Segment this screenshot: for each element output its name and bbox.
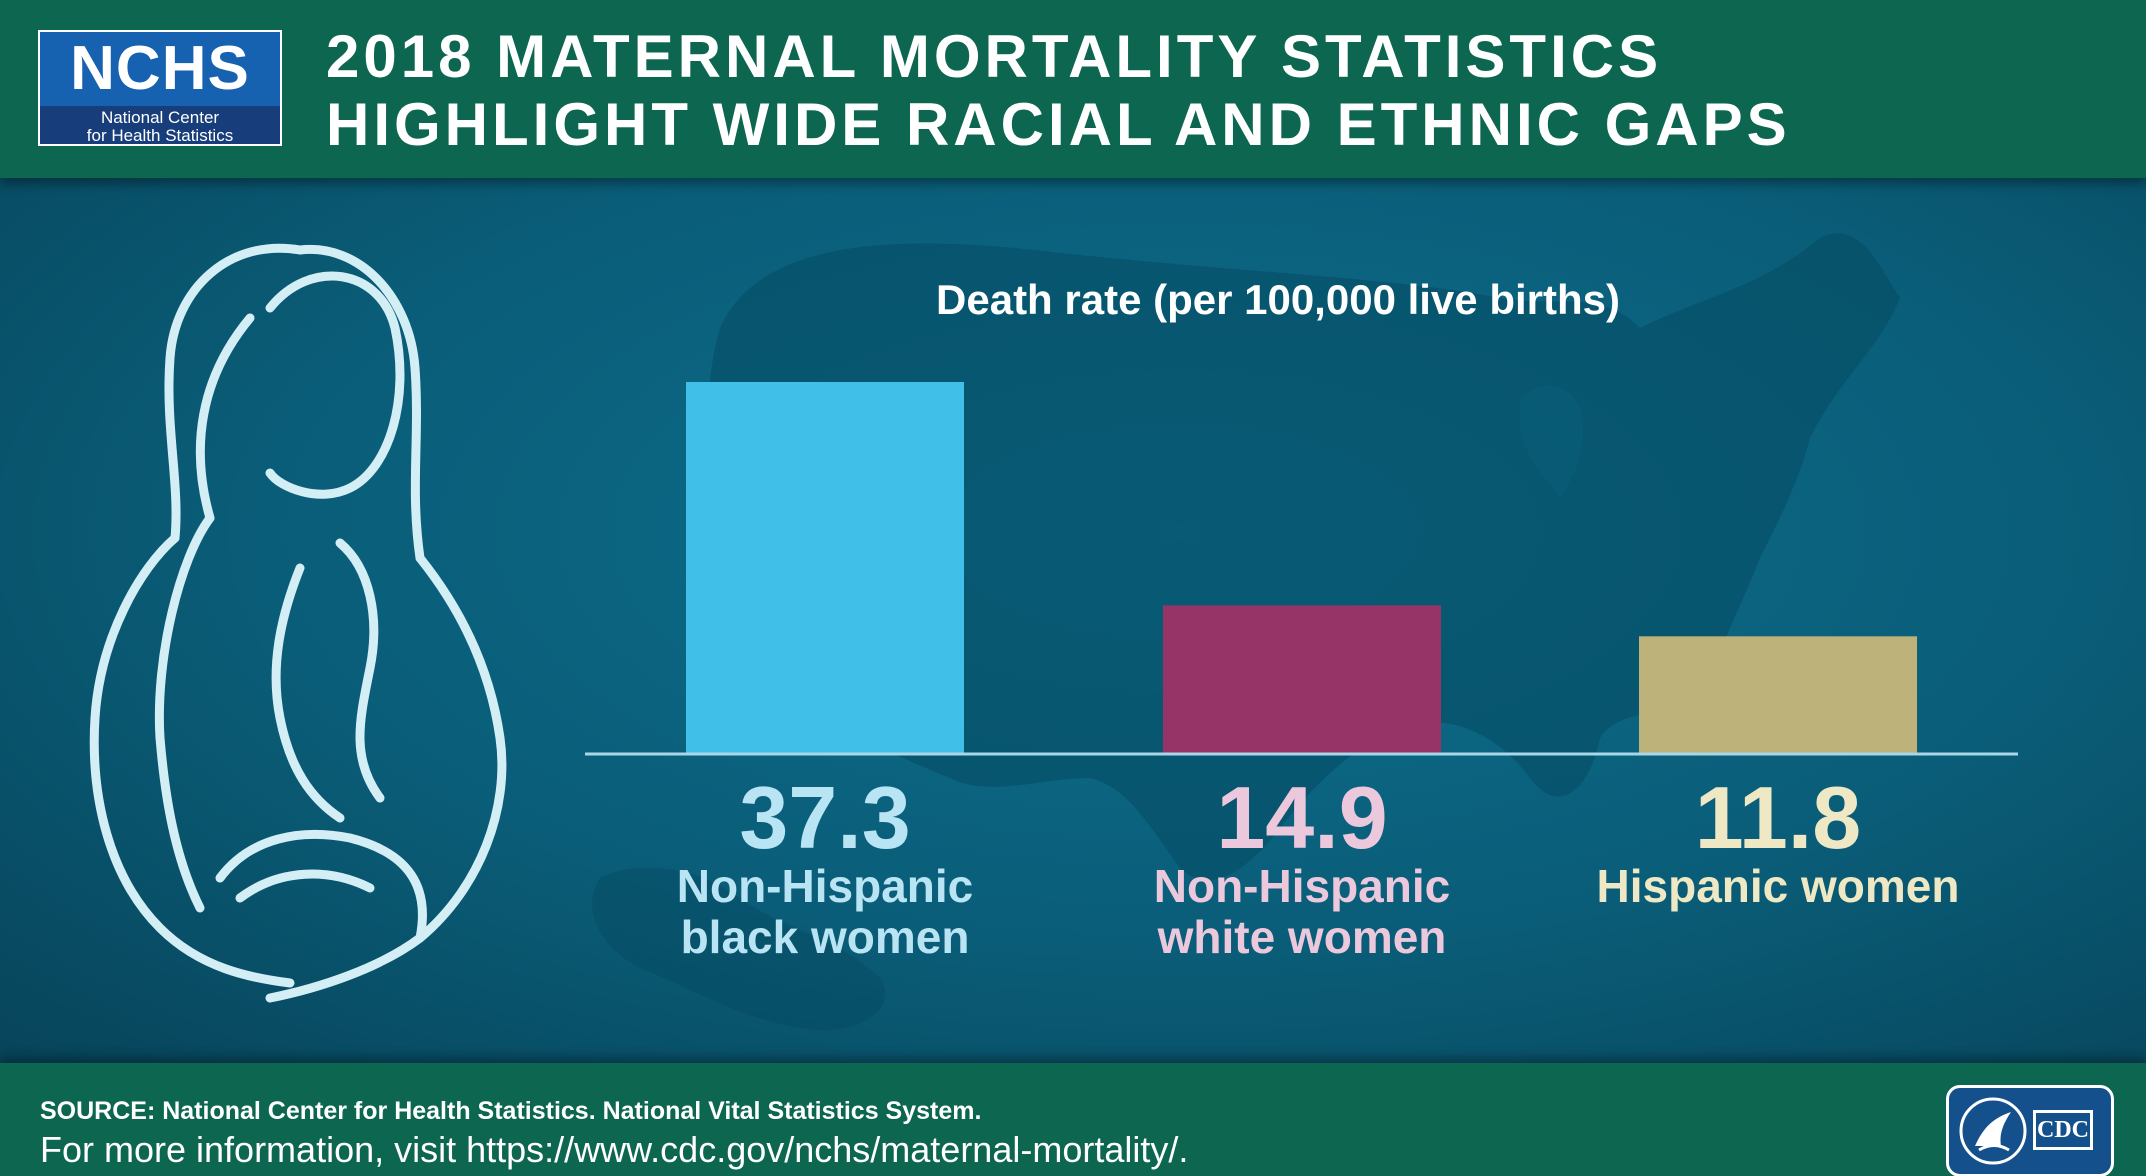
nchs-logo-line1: National Center [100,108,220,127]
header-bar: NCHS National Center for Health Statisti… [0,0,2146,178]
cdc-logo: CDC [1946,1085,2114,1176]
category-label-2-line-2: white women [1157,911,1447,963]
bar-3 [1639,636,1917,754]
nchs-logo-acronym: NCHS [40,32,280,106]
nchs-logo-line2: for Health Statistics [86,126,234,145]
page-title-line1: 2018 MATERNAL MORTALITY STATISTICS [326,23,1663,90]
nchs-logo: NCHS National Center for Health Statisti… [38,30,282,146]
y-axis-label: Death rate (per 100,000 live births) [936,276,1620,323]
category-label-3-line-1: Hispanic women [1597,860,1960,912]
bar-2 [1163,605,1441,754]
footer-bar: SOURCE: National Center for Health Stati… [0,1063,2146,1176]
chart-panel: Death rate (per 100,000 live births) 37.… [0,178,2146,1063]
page-title-line2: HIGHLIGHT WIDE RACIAL AND ETHNIC GAPS [326,91,1791,158]
category-label-2-line-1: Non-Hispanic [1154,860,1450,912]
more-info-link[interactable]: For more information, visit https://www.… [40,1129,1189,1170]
bar-chart: Death rate (per 100,000 live births) 37.… [585,276,2018,963]
cdc-logo-text: CDC [2033,1110,2093,1150]
hhs-eagle-seal-icon [1959,1097,2027,1165]
value-label-2: 14.9 [1216,768,1387,867]
bars-group [686,382,1917,754]
source-note: SOURCE: National Center for Health Stati… [40,1097,982,1125]
value-label-3: 11.8 [1695,768,1861,867]
value-label-1: 37.3 [739,768,910,867]
category-label-1-line-2: black women [681,911,970,963]
bar-1 [686,382,964,754]
us-map-silhouette [592,233,1900,1030]
pregnant-woman-outline-icon [89,243,507,1003]
category-label-1-line-1: Non-Hispanic [677,860,973,912]
